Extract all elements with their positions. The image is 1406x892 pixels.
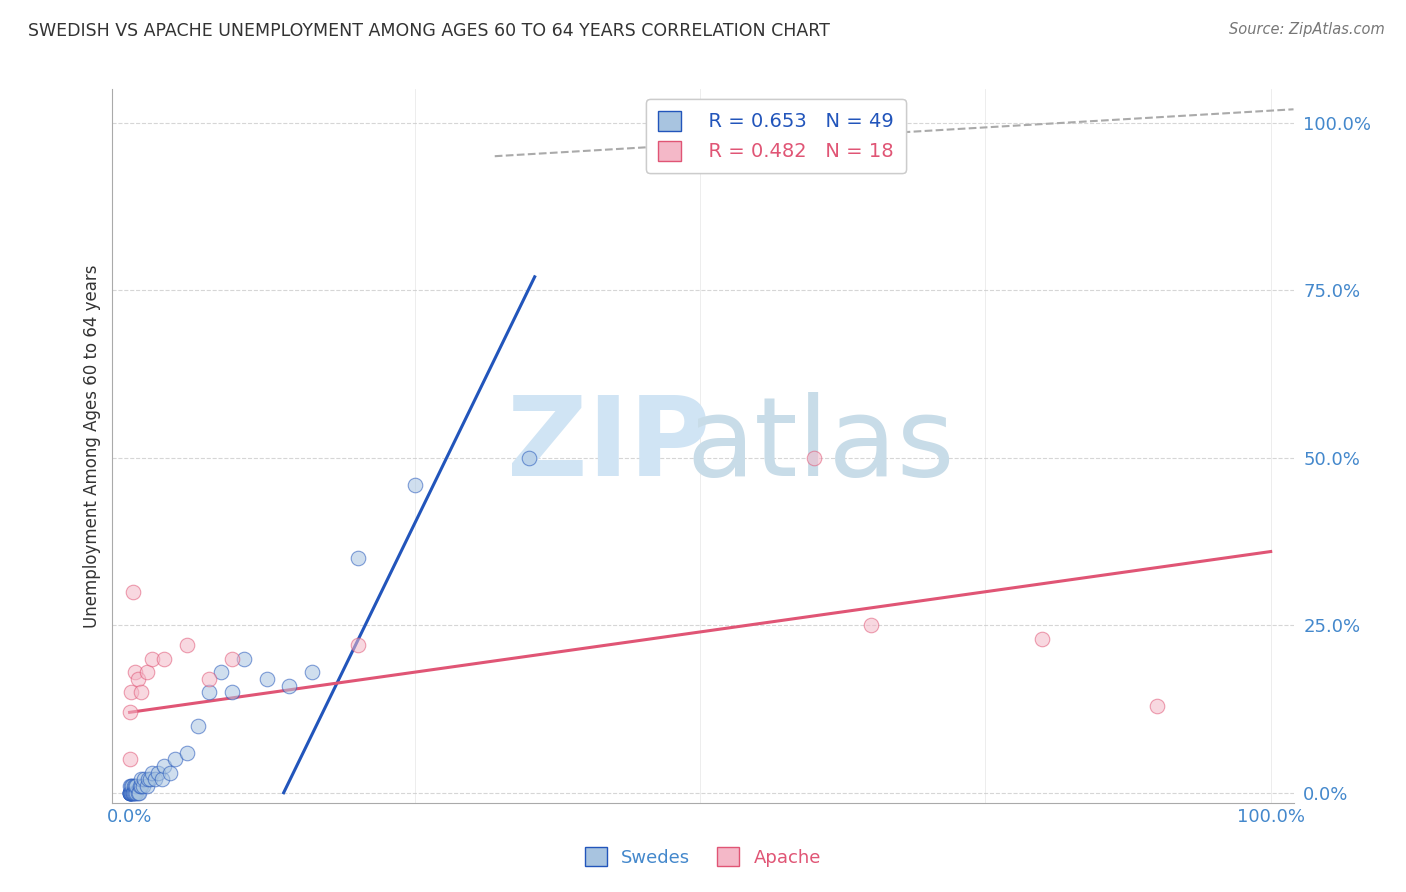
Point: [187, 719, 209, 733]
Point: [278, 679, 301, 693]
Point: [124, 665, 146, 680]
Point: [122, 584, 145, 599]
Point: [346, 551, 368, 566]
Point: [118, 779, 141, 793]
Point: [125, 779, 148, 793]
Point: [129, 779, 152, 793]
Point: [803, 450, 825, 465]
Point: [121, 779, 143, 793]
Point: [221, 685, 243, 699]
Point: [120, 685, 142, 699]
Point: [118, 786, 141, 800]
Point: [153, 651, 176, 665]
Point: [346, 638, 368, 652]
Point: [121, 786, 143, 800]
Point: [232, 651, 254, 665]
Point: [120, 779, 142, 793]
Point: [118, 786, 141, 800]
Point: [118, 786, 141, 800]
Text: ZIP: ZIP: [506, 392, 710, 500]
Point: [139, 772, 162, 787]
Point: [165, 752, 187, 766]
Point: [134, 772, 156, 787]
Point: [118, 786, 141, 800]
Point: [150, 772, 173, 787]
Point: [124, 779, 146, 793]
Point: [128, 786, 150, 800]
Point: [120, 786, 142, 800]
Point: [176, 746, 198, 760]
Point: [122, 779, 145, 793]
Point: [129, 772, 152, 787]
Point: [125, 786, 148, 800]
Legend:   R = 0.653   N = 49,   R = 0.482   N = 18: R = 0.653 N = 49, R = 0.482 N = 18: [645, 99, 905, 173]
Point: [301, 665, 323, 680]
Point: [118, 752, 141, 766]
Point: [135, 665, 157, 680]
Point: [141, 765, 163, 780]
Point: [136, 772, 159, 787]
Point: [129, 685, 152, 699]
Point: [860, 618, 883, 632]
Point: [146, 765, 169, 780]
Point: [118, 786, 141, 800]
Point: [176, 638, 198, 652]
Point: [1146, 698, 1168, 713]
Point: [128, 779, 150, 793]
Point: [122, 786, 145, 800]
Point: [404, 477, 426, 491]
Text: atlas: atlas: [688, 392, 955, 500]
Point: [143, 772, 166, 787]
Point: [198, 685, 221, 699]
Legend: Swedes, Apache: Swedes, Apache: [578, 840, 828, 874]
Point: [118, 786, 141, 800]
Point: [120, 786, 142, 800]
Point: [209, 665, 232, 680]
Point: [132, 779, 155, 793]
Text: SWEDISH VS APACHE UNEMPLOYMENT AMONG AGES 60 TO 64 YEARS CORRELATION CHART: SWEDISH VS APACHE UNEMPLOYMENT AMONG AGE…: [28, 22, 830, 40]
Point: [118, 706, 141, 720]
Point: [127, 786, 149, 800]
Point: [141, 651, 163, 665]
Point: [127, 672, 149, 686]
Point: [135, 779, 157, 793]
Point: [122, 786, 145, 800]
Point: [221, 651, 243, 665]
Point: [1031, 632, 1053, 646]
Text: Source: ZipAtlas.com: Source: ZipAtlas.com: [1229, 22, 1385, 37]
Point: [256, 672, 278, 686]
Point: [517, 450, 540, 465]
Point: [153, 759, 176, 773]
Y-axis label: Unemployment Among Ages 60 to 64 years: Unemployment Among Ages 60 to 64 years: [83, 264, 101, 628]
Point: [159, 765, 181, 780]
Point: [122, 786, 145, 800]
Point: [198, 672, 221, 686]
Point: [124, 786, 146, 800]
